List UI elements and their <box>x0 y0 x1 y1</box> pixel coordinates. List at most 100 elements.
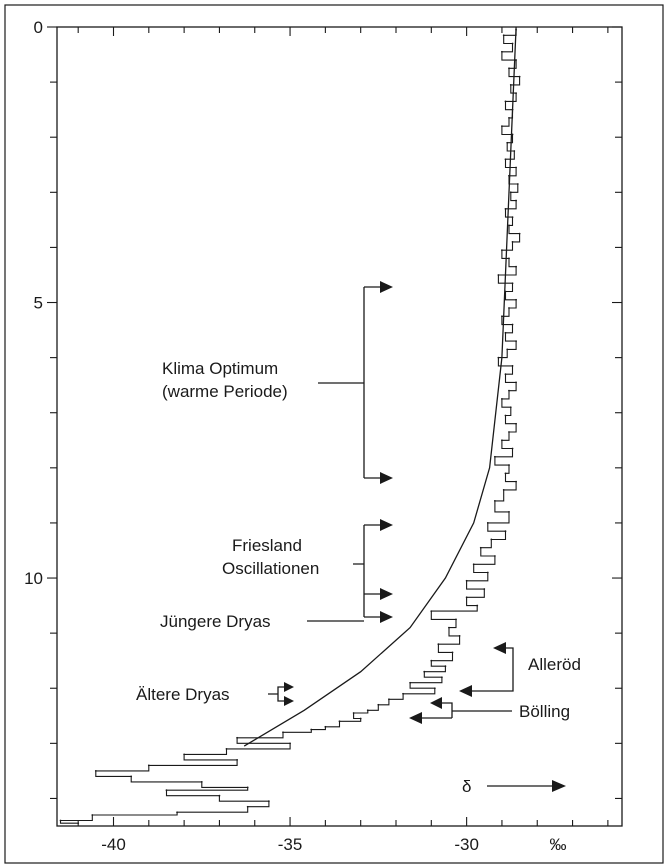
data-point <box>508 464 510 466</box>
data-point <box>236 758 238 761</box>
data-point <box>465 596 468 599</box>
data-point <box>338 720 341 723</box>
data-point <box>267 800 270 803</box>
annotations: Klima Optimum (warme Periode) Friesland … <box>136 281 581 796</box>
data-point <box>511 241 514 243</box>
data-point <box>515 92 517 95</box>
data-point <box>448 626 450 629</box>
boelling-bracket <box>422 702 512 719</box>
data-point <box>486 571 489 574</box>
data-point <box>486 522 489 524</box>
data-point <box>483 588 486 590</box>
data-point <box>497 274 500 276</box>
data-point <box>402 692 404 695</box>
x-tick-label: -30 <box>454 835 479 854</box>
klima-optimum-label-1: Klima Optimum <box>162 359 278 378</box>
data-point <box>130 775 133 778</box>
x-unit-label: ‰ <box>550 835 567 854</box>
boelling-label: Bölling <box>519 702 570 721</box>
data-point <box>513 150 516 152</box>
data-point <box>504 207 507 210</box>
friesland-label-2: Oscillationen <box>222 559 319 578</box>
alleroed-label: Alleröd <box>528 655 581 674</box>
dryas-arrow <box>380 611 393 623</box>
data-point <box>509 83 512 86</box>
alleroed-bracket <box>472 647 514 692</box>
data-point <box>91 814 94 816</box>
data-point <box>508 511 510 513</box>
alleroed-arrow-top <box>493 642 506 654</box>
boelling-arrow-bottom <box>409 712 422 724</box>
data-point <box>437 643 440 646</box>
data-point <box>497 356 500 359</box>
data-point <box>324 725 327 728</box>
friesland-arrow-2 <box>380 588 393 600</box>
data-point <box>509 406 512 409</box>
boelling-arrow-top <box>430 697 442 709</box>
data-point <box>94 769 97 772</box>
data-point <box>289 742 291 745</box>
data-point <box>501 315 503 318</box>
data-point <box>430 659 433 662</box>
data-point <box>511 282 514 285</box>
data-point <box>472 563 475 566</box>
data-point <box>423 670 426 673</box>
data-point <box>359 717 362 720</box>
data-point <box>77 822 80 825</box>
aeltere-dryas-label: Ältere Dryas <box>136 685 230 704</box>
data-point <box>444 665 447 668</box>
data-point <box>508 257 510 260</box>
friesland-label-1: Friesland <box>232 536 302 555</box>
data-point <box>511 216 514 219</box>
data-point <box>509 191 512 194</box>
aeltere-dryas-connector <box>268 686 284 702</box>
data-point <box>504 530 507 533</box>
data-point <box>508 307 510 309</box>
data-point <box>508 431 510 433</box>
data-point <box>515 199 517 202</box>
data-point <box>515 59 517 61</box>
data-point <box>508 67 510 70</box>
data-point <box>515 166 517 169</box>
data-point <box>465 579 468 582</box>
data-point <box>377 703 380 706</box>
data-point <box>511 447 514 450</box>
data-point <box>433 687 436 690</box>
trend-line <box>243 26 517 747</box>
data-point <box>236 736 238 739</box>
data-point <box>388 698 390 701</box>
data-point <box>183 753 186 756</box>
friesland-arrow-1 <box>380 519 393 531</box>
data-point <box>476 604 479 607</box>
data-point <box>504 373 507 376</box>
data-point <box>310 728 313 731</box>
x-tick-label: -40 <box>101 835 126 854</box>
data-point <box>515 265 517 268</box>
data-point <box>282 731 284 734</box>
data-point <box>511 42 514 45</box>
data-point <box>246 805 249 808</box>
data-point <box>515 381 517 384</box>
data-point <box>366 709 369 712</box>
data-point <box>493 555 496 557</box>
data-point <box>147 764 150 767</box>
delta-arrow-head <box>552 780 566 792</box>
klima-arrow-top <box>380 281 393 293</box>
data-point <box>441 676 443 679</box>
data-point <box>515 422 517 425</box>
y-tick-label: 0 <box>34 18 43 37</box>
data-point <box>200 781 203 783</box>
trend-layer <box>243 26 517 747</box>
data-point <box>430 610 433 612</box>
plot-area <box>56 26 623 827</box>
data-point <box>518 232 521 235</box>
data-point <box>508 389 510 392</box>
klima-bracket <box>318 286 380 479</box>
data-point <box>511 323 514 326</box>
data-point <box>225 747 228 750</box>
data-point <box>504 472 507 475</box>
data-point <box>508 224 510 227</box>
data-point <box>352 712 355 714</box>
y-tick-label: 5 <box>34 294 43 313</box>
